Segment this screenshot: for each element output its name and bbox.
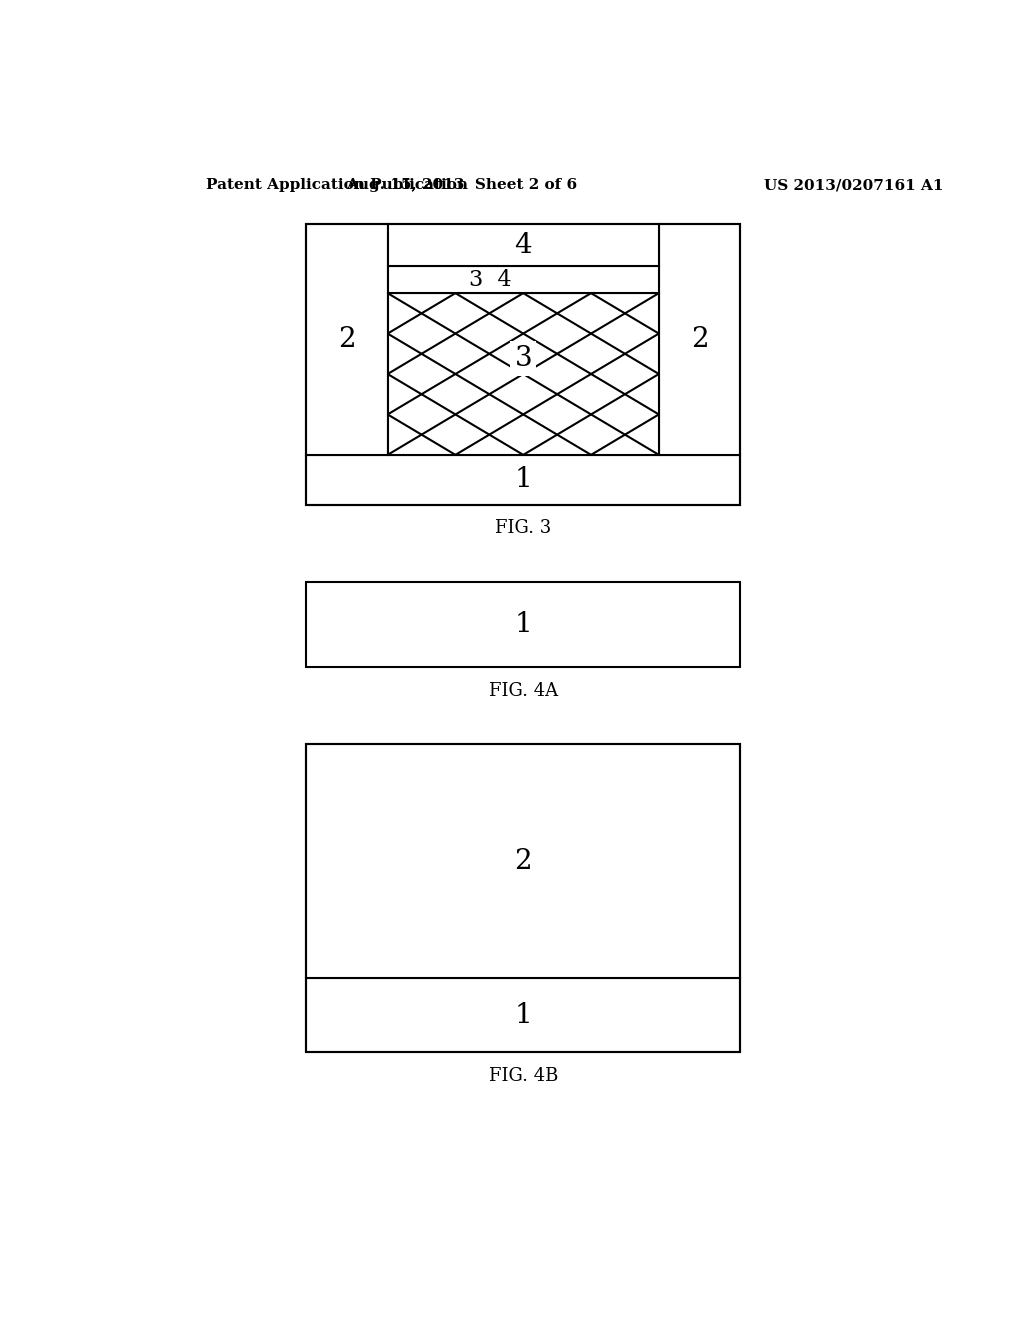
Bar xyxy=(306,743,740,1052)
Text: FIG. 4B: FIG. 4B xyxy=(488,1068,558,1085)
Text: 2: 2 xyxy=(514,847,532,875)
Text: US 2013/0207161 A1: US 2013/0207161 A1 xyxy=(764,178,943,193)
Text: 1: 1 xyxy=(514,1002,532,1028)
Bar xyxy=(388,267,658,293)
Text: Patent Application Publication: Patent Application Publication xyxy=(206,178,468,193)
Bar xyxy=(388,224,658,267)
Text: 3: 3 xyxy=(514,345,532,372)
Bar xyxy=(306,455,740,506)
Bar xyxy=(306,978,740,1052)
Bar xyxy=(306,224,388,455)
Text: 2: 2 xyxy=(338,326,355,352)
Text: 1: 1 xyxy=(514,466,532,494)
Text: 2: 2 xyxy=(691,326,709,352)
Bar xyxy=(388,293,658,455)
Bar xyxy=(306,743,740,978)
Text: 3  4: 3 4 xyxy=(469,269,512,290)
Text: 4: 4 xyxy=(514,231,532,259)
Bar xyxy=(306,582,740,667)
Text: Aug. 15, 2013  Sheet 2 of 6: Aug. 15, 2013 Sheet 2 of 6 xyxy=(346,178,577,193)
Text: 1: 1 xyxy=(514,611,532,638)
Text: FIG. 3: FIG. 3 xyxy=(496,519,551,537)
Bar xyxy=(658,224,740,455)
Bar xyxy=(306,224,740,506)
Text: FIG. 4A: FIG. 4A xyxy=(488,682,558,700)
